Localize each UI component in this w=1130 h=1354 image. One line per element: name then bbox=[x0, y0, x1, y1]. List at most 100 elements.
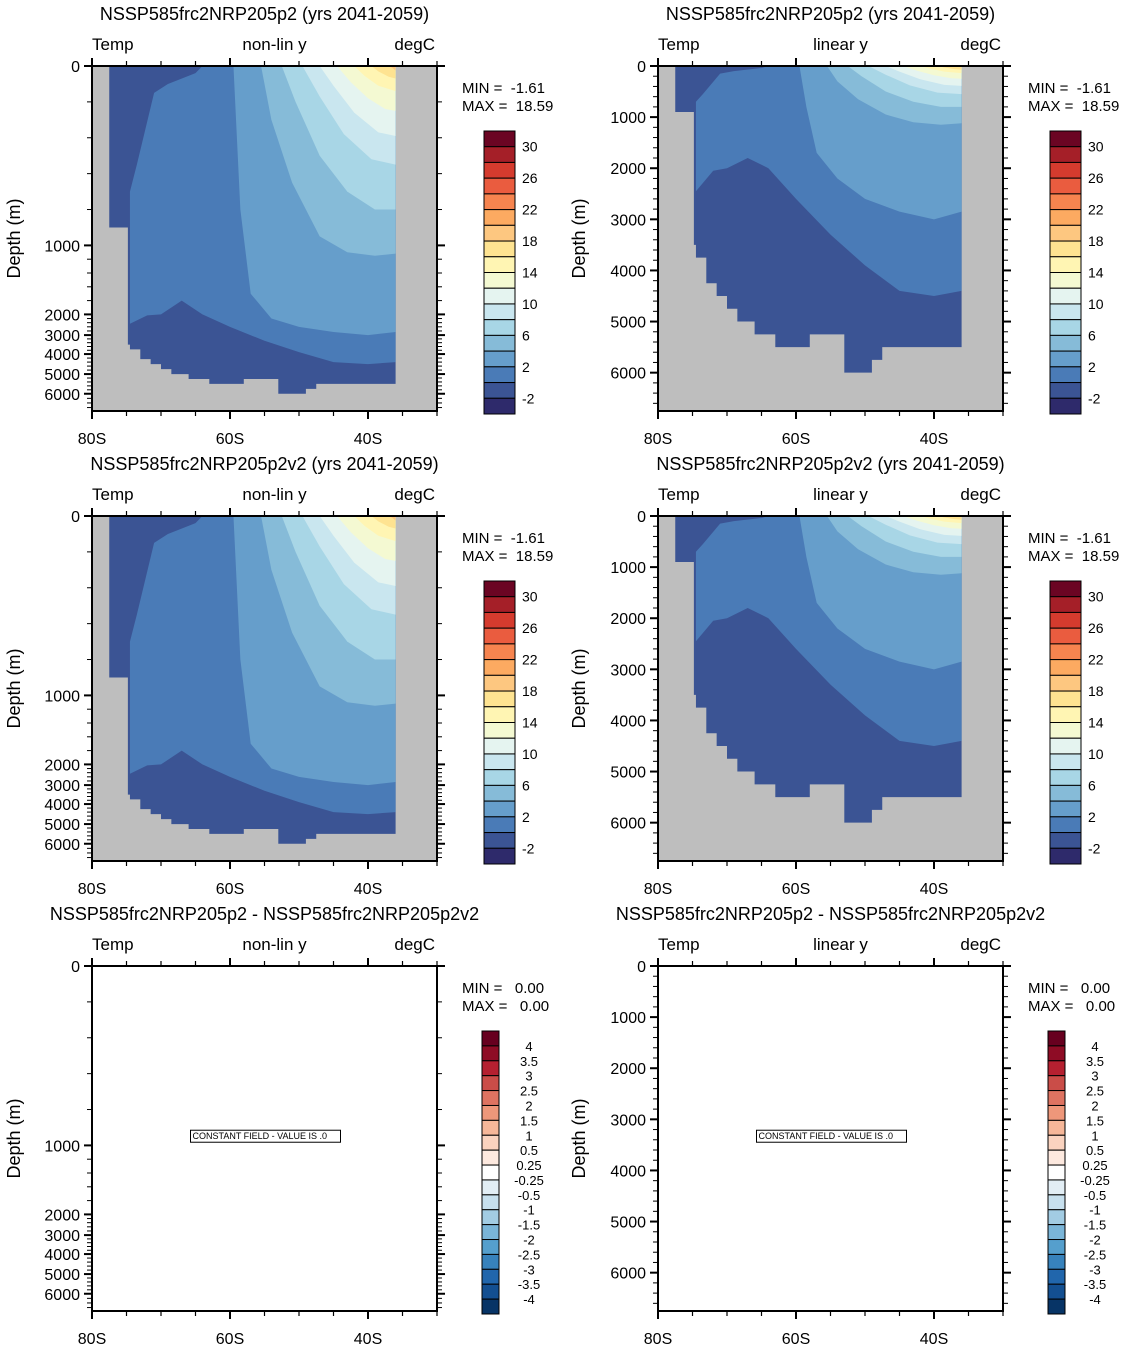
colorbar: 30 26 22 18 14 10 6 2 -2 bbox=[1049, 130, 1104, 415]
colorbar-label: 1.5 bbox=[1086, 1113, 1104, 1128]
colorbar-box bbox=[1047, 1090, 1066, 1106]
colorbar-label: 18 bbox=[522, 233, 538, 249]
colorbar-label: 22 bbox=[1088, 652, 1104, 668]
y-tick-label: 0 bbox=[71, 509, 80, 526]
colorbar-box bbox=[1047, 1075, 1066, 1092]
colorbar-box bbox=[1047, 1030, 1066, 1047]
colorbar-box bbox=[1049, 706, 1082, 723]
contour-band bbox=[371, 516, 396, 529]
y-tick-label: 6000 bbox=[44, 837, 80, 854]
y-tick-label: 5000 bbox=[610, 765, 646, 782]
colorbar-label: -2 bbox=[1088, 840, 1101, 856]
max-label: MAX = 18.59 bbox=[1028, 548, 1119, 565]
x-tick-label: 40S bbox=[920, 431, 948, 448]
colorbar-label: -3 bbox=[1089, 1262, 1101, 1277]
colorbar-box bbox=[483, 611, 516, 629]
left-string: Temp bbox=[92, 935, 134, 954]
colorbar-label: -2.5 bbox=[518, 1247, 540, 1262]
colorbar-box bbox=[1047, 1119, 1066, 1136]
colorbar-box bbox=[483, 627, 516, 645]
colorbar-box bbox=[481, 1134, 500, 1151]
colorbar-box bbox=[1049, 722, 1082, 739]
colorbar-box bbox=[481, 1090, 500, 1106]
colorbar-box bbox=[481, 1283, 500, 1300]
colorbar-box bbox=[481, 1253, 500, 1270]
colorbar-box bbox=[1049, 643, 1082, 661]
colorbar-label: 2 bbox=[522, 359, 530, 375]
y-axis-label: Depth (m) bbox=[569, 1098, 589, 1178]
panel-p1: NSSP585frc2NRP205p2 (yrs 2041-2059) Temp n… bbox=[4, 4, 553, 448]
max-label: MAX = 0.00 bbox=[462, 998, 549, 1015]
colorbar-box bbox=[481, 1060, 500, 1077]
panel-title: NSSP585frc2NRP205p2 (yrs 2041-2059) bbox=[100, 4, 429, 24]
constant-field-box bbox=[756, 1129, 907, 1143]
colorbar-label: -2.5 bbox=[1084, 1247, 1106, 1262]
colorbar-box bbox=[483, 816, 516, 834]
y-tick-label: 4000 bbox=[610, 263, 646, 280]
colorbar-box bbox=[1049, 287, 1082, 305]
colorbar-box bbox=[1047, 1179, 1066, 1196]
y-tick-label: 3000 bbox=[610, 212, 646, 229]
y-tick-label: 3000 bbox=[44, 328, 80, 345]
panel-title: NSSP585frc2NRP205p2v2 (yrs 2041-2059) bbox=[90, 454, 438, 474]
colorbar-label: -1 bbox=[1089, 1203, 1101, 1218]
colorbar-box bbox=[1049, 753, 1082, 771]
colorbar-label: -0.5 bbox=[518, 1188, 540, 1203]
colorbar-label: 18 bbox=[1088, 233, 1104, 249]
panel-p3: NSSP585frc2NRP205p2v2 (yrs 2041-2059) Tem… bbox=[4, 454, 553, 898]
colorbar-label: -2 bbox=[1089, 1233, 1101, 1248]
y-axis-label: Depth (m) bbox=[569, 198, 589, 278]
y-tick-label: 2000 bbox=[44, 757, 80, 774]
min-label: MIN = 0.00 bbox=[462, 980, 544, 997]
colorbar-box bbox=[481, 1239, 500, 1255]
colorbar-box bbox=[481, 1104, 500, 1121]
ocean-field bbox=[675, 516, 962, 823]
x-tick-label: 80S bbox=[78, 431, 106, 448]
y-tick-label: 1000 bbox=[44, 238, 80, 255]
colorbar-label: -1 bbox=[523, 1203, 535, 1218]
panel-title: NSSP585frc2NRP205p2 - NSSP585frc2NRP205p… bbox=[50, 904, 479, 924]
right-string: degC bbox=[394, 935, 435, 954]
colorbar-box bbox=[483, 382, 516, 399]
colorbar-label: 2 bbox=[1088, 359, 1096, 375]
colorbar-box bbox=[481, 1298, 500, 1315]
colorbar-label: 4 bbox=[525, 1039, 532, 1054]
x-tick-label: 80S bbox=[644, 1331, 672, 1348]
colorbar-box bbox=[1049, 397, 1082, 415]
y-tick-label: 5000 bbox=[44, 367, 80, 384]
colorbar-box bbox=[1049, 627, 1082, 645]
colorbar-label: 14 bbox=[1088, 265, 1104, 281]
colorbar-label: 2.5 bbox=[1086, 1084, 1104, 1099]
colorbar-box bbox=[483, 769, 516, 786]
panel-p4: NSSP585frc2NRP205p2v2 (yrs 2041-2059) Tem… bbox=[569, 454, 1119, 898]
colorbar-box bbox=[481, 1224, 500, 1241]
colorbar-box bbox=[483, 753, 516, 771]
panel-title: NSSP585frc2NRP205p2v2 (yrs 2041-2059) bbox=[656, 454, 1004, 474]
colorbar-label: 2 bbox=[1088, 809, 1096, 825]
colorbar-label: 22 bbox=[522, 652, 538, 668]
colorbar-label: -3.5 bbox=[518, 1277, 540, 1292]
colorbar-label: -3.5 bbox=[1084, 1277, 1106, 1292]
colorbar-label: 14 bbox=[522, 715, 538, 731]
colorbar-box bbox=[481, 1209, 500, 1226]
x-tick-label: 60S bbox=[216, 1331, 244, 1348]
y-tick-label: 6000 bbox=[610, 816, 646, 833]
x-tick-label: 60S bbox=[782, 431, 810, 448]
colorbar-label: 30 bbox=[1088, 139, 1104, 155]
colorbar-label: 14 bbox=[522, 265, 538, 281]
max-label: MAX = 18.59 bbox=[462, 98, 553, 115]
colorbar-box bbox=[1047, 1298, 1066, 1315]
colorbar-label: 2 bbox=[522, 809, 530, 825]
colorbar-box bbox=[481, 1119, 500, 1136]
right-string: degC bbox=[394, 35, 435, 54]
colorbar-box bbox=[483, 224, 516, 242]
colorbar-box bbox=[1049, 800, 1082, 818]
right-string: degC bbox=[960, 35, 1001, 54]
colorbar-label: -2 bbox=[523, 1233, 535, 1248]
y-tick-label: 0 bbox=[637, 509, 646, 526]
panel-p5: NSSP585frc2NRP205p2 - NSSP585frc2NRP205p… bbox=[4, 904, 549, 1348]
colorbar-box bbox=[1049, 784, 1082, 802]
colorbar-label: 2.5 bbox=[520, 1084, 538, 1099]
y-tick-label: 6000 bbox=[44, 1287, 80, 1304]
